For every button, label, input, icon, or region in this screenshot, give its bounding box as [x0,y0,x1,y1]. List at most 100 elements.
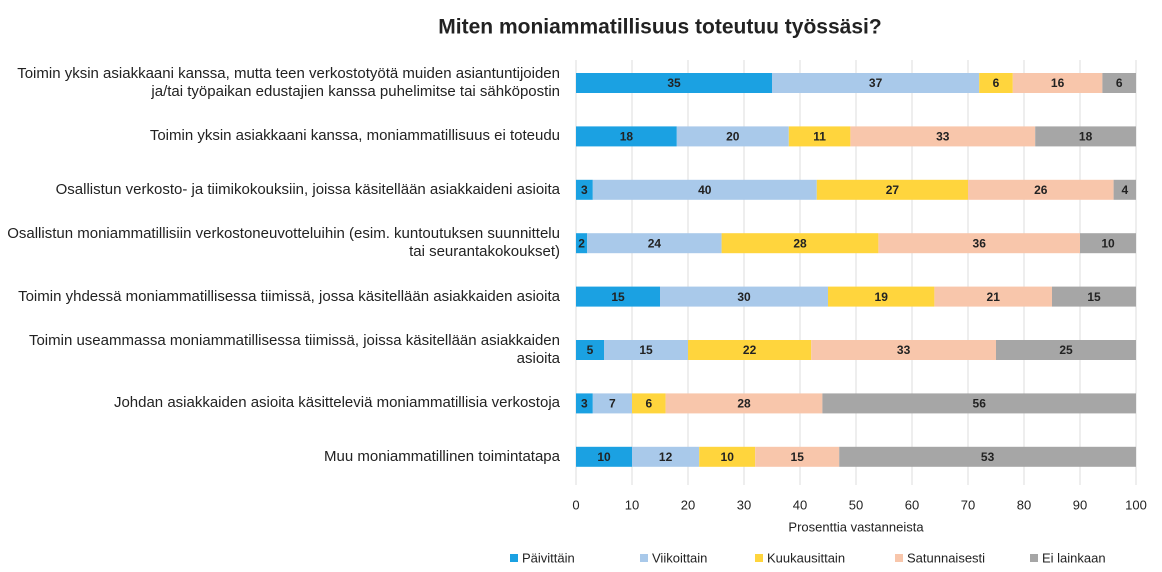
bar-segment [632,393,666,414]
data-label: 40 [698,183,712,197]
legend-swatch [510,554,518,562]
bar-segment [755,446,840,467]
legend-label: Ei lainkaan [1042,550,1106,565]
bar-segment [788,126,851,147]
data-label: 18 [1079,130,1093,144]
data-label: 56 [973,397,987,411]
chart-title: Miten moniammatillisuus toteutuu työssäs… [438,16,881,39]
data-label: 6 [1116,76,1123,90]
data-label: 10 [721,450,735,464]
data-label: 15 [611,290,625,304]
data-label: 25 [1059,343,1073,357]
bar-segment [1052,286,1136,307]
x-tick-label: 30 [737,497,751,512]
bar-segment [839,446,1136,467]
category-label: Toimin yksin asiakkaani kanssa, mutta te… [17,65,560,100]
x-tick-label: 0 [572,497,579,512]
data-label: 18 [620,130,634,144]
category-label: Toimin yhdessä moniammatillisessa tiimis… [18,287,560,305]
legend-label: Satunnaisesti [907,550,985,565]
data-label: 22 [743,343,757,357]
bar-segment [828,286,935,307]
data-label: 19 [875,290,889,304]
x-tick-label: 50 [849,497,863,512]
bar-segment [721,233,879,254]
data-label: 15 [791,450,805,464]
bar-segment [1102,73,1136,93]
bar-segment [979,73,1013,93]
x-tick-label: 40 [793,497,807,512]
data-label: 12 [659,450,673,464]
data-label: 4 [1121,183,1128,197]
x-tick-label: 20 [681,497,695,512]
legend-label: Viikoittain [652,550,707,565]
bar-segment [676,126,789,147]
x-tick-label: 60 [905,497,919,512]
data-label: 6 [993,76,1000,90]
x-tick-label: 10 [625,497,639,512]
x-tick-label: 100 [1125,497,1147,512]
bar-segment [1035,126,1136,147]
data-label: 3 [581,183,588,197]
bar-segment [1113,179,1136,200]
x-tick-label: 90 [1073,497,1087,512]
data-label: 35 [667,76,681,90]
data-label: 10 [1101,236,1115,250]
category-label: Muu moniammatillinen toimintatapa [324,447,560,465]
bar-segment [1080,233,1136,254]
bar-segment [934,286,1052,307]
legend-label: Kuukausittain [767,550,845,565]
bar-segment [576,340,604,360]
legend-swatch [640,554,648,562]
data-label: 24 [648,236,662,250]
bar-segment [576,393,593,414]
data-label: 53 [981,450,995,464]
bar-segment [576,126,677,147]
bar-segment [878,233,1080,254]
bar-segment [811,340,996,360]
data-label: 20 [726,130,740,144]
data-label: 37 [869,76,883,90]
data-label: 28 [737,397,751,411]
bar-segment [850,126,1036,147]
bar-segment [772,73,980,93]
data-label: 10 [597,450,611,464]
data-label: 28 [793,236,807,250]
x-tick-label: 70 [961,497,975,512]
bar-segment [587,233,722,254]
bar-segment [822,393,1136,414]
bar-segment [592,179,817,200]
bar-segment [576,179,593,200]
legend-swatch [895,554,903,562]
bar-segment [660,286,828,307]
legend-swatch [1030,554,1038,562]
bar-segment [816,179,968,200]
data-label: 26 [1034,183,1048,197]
bar-segment [1012,73,1103,93]
data-label: 27 [886,183,900,197]
bar-segment [592,393,632,414]
data-label: 21 [987,290,1001,304]
category-label: Toimin useammassa moniammatillisessa tii… [28,332,560,367]
category-label: Osallistun moniammatillisiin verkostoneu… [7,225,560,261]
data-label: 30 [737,290,751,304]
bar-segment [996,340,1136,360]
legend-label: Päivittäin [522,550,575,565]
legend-swatch [755,554,763,562]
data-label: 2 [578,236,585,250]
bar-segment [576,233,588,254]
bar-segment [632,446,700,467]
bar-segment [576,446,632,467]
data-label: 33 [897,343,911,357]
data-label: 36 [973,236,987,250]
bar-segment [699,446,756,467]
data-label: 6 [645,397,652,411]
data-label: 15 [639,343,653,357]
data-label: 11 [813,130,826,144]
data-label: 5 [587,343,594,357]
bar-segment [576,73,772,93]
data-label: 3 [581,397,588,411]
data-label: 33 [936,130,950,144]
bar-segment [576,286,660,307]
category-label: Toimin yksin asiakkaani kanssa, moniamma… [149,127,560,145]
